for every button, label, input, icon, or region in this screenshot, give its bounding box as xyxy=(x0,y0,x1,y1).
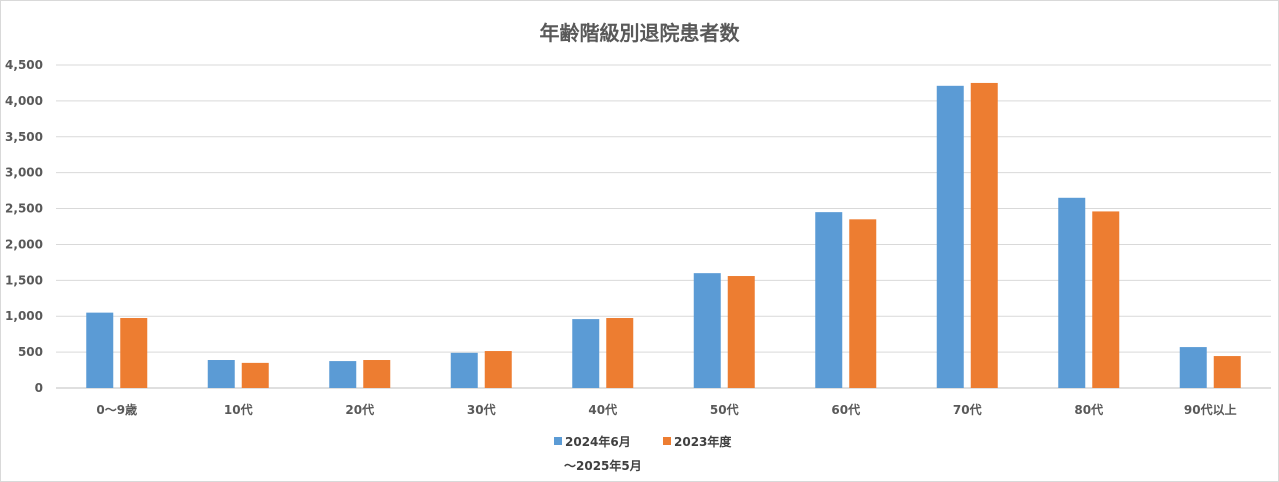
y-tick-label: 2,500 xyxy=(5,202,43,216)
x-tick-label: 10代 xyxy=(224,402,253,417)
bar-series-2 xyxy=(727,276,755,388)
x-tick-label: 40代 xyxy=(588,402,617,417)
y-tick-label: 1,000 xyxy=(5,309,43,323)
legend-swatch xyxy=(554,437,562,445)
bar-series-1 xyxy=(572,319,600,388)
y-tick-label: 1,500 xyxy=(5,273,43,287)
legend-swatch xyxy=(663,437,671,445)
chart-title: 年齢階級別退院患者数 xyxy=(539,21,740,45)
bar-series-1 xyxy=(815,212,843,388)
y-tick-label: 2,000 xyxy=(5,237,43,251)
x-tick-label: 20代 xyxy=(345,402,374,417)
legend-label: 2024年6月 xyxy=(565,434,631,449)
x-tick-label: 70代 xyxy=(953,402,982,417)
legend-label: 2023年度 xyxy=(674,434,732,449)
bar-series-2 xyxy=(120,318,148,388)
bar-series-1 xyxy=(207,360,235,388)
bar-series-2 xyxy=(363,360,391,388)
legend-label: ～2025年5月 xyxy=(564,458,642,473)
bar-series-1 xyxy=(1058,197,1086,388)
bar-series-1 xyxy=(86,312,114,388)
bar-series-1 xyxy=(1179,347,1207,388)
y-tick-label: 500 xyxy=(18,345,43,359)
bar-series-1 xyxy=(329,361,357,388)
x-tick-label: 90代以上 xyxy=(1184,402,1237,417)
y-tick-label: 0 xyxy=(35,381,43,395)
x-tick-label: 30代 xyxy=(467,402,496,417)
x-tick-label: 80代 xyxy=(1074,402,1103,417)
bar-series-1 xyxy=(693,273,721,388)
y-tick-label: 4,000 xyxy=(5,94,43,108)
y-tick-label: 4,500 xyxy=(5,58,43,72)
bar-series-2 xyxy=(970,82,998,388)
bar-series-1 xyxy=(936,85,964,388)
bar-series-2 xyxy=(849,219,877,388)
x-tick-label: 0～9歳 xyxy=(96,402,137,417)
bar-series-1 xyxy=(450,352,478,388)
x-tick-label: 60代 xyxy=(831,402,860,417)
y-tick-label: 3,500 xyxy=(5,130,43,144)
bar-series-2 xyxy=(241,362,269,388)
bar-series-2 xyxy=(484,351,512,388)
bar-series-2 xyxy=(1213,356,1241,388)
x-tick-label: 50代 xyxy=(710,402,739,417)
y-tick-label: 3,000 xyxy=(5,166,43,180)
bar-series-2 xyxy=(606,318,634,388)
bar-series-2 xyxy=(1092,211,1120,388)
